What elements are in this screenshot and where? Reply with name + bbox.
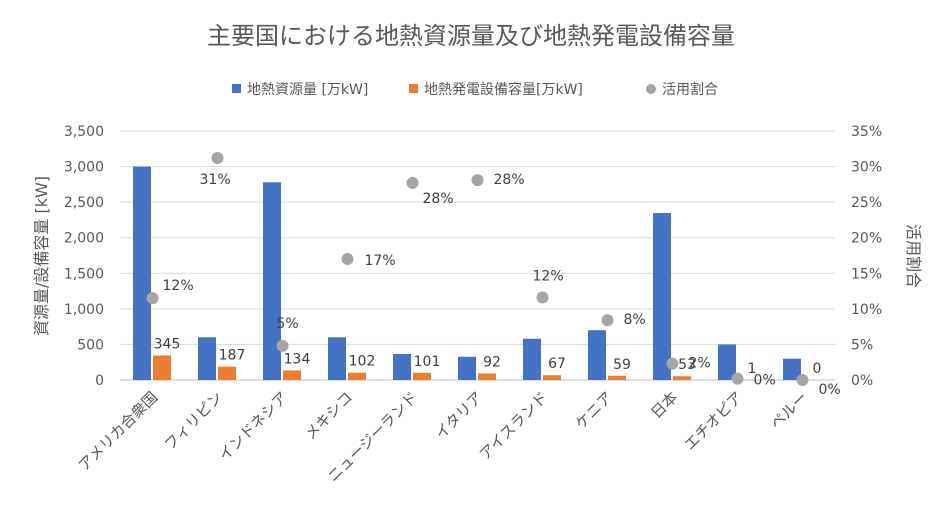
y2-tick-label: 35% bbox=[851, 124, 882, 140]
bar-resource bbox=[133, 166, 151, 380]
bars bbox=[133, 166, 801, 380]
ratio-point bbox=[406, 176, 419, 189]
y2-tick-label: 20% bbox=[851, 231, 882, 247]
ratio-points bbox=[146, 152, 809, 386]
data-labels: 34512%18731%1345%10217%10128%9228%6712%5… bbox=[154, 172, 841, 398]
ratio-point bbox=[146, 292, 159, 305]
category-label: ケニア bbox=[572, 388, 617, 433]
bar-resource bbox=[653, 213, 671, 380]
capacity-data-label: 102 bbox=[349, 354, 376, 370]
bar-resource bbox=[198, 337, 216, 380]
legend-label-ratio: 活用割合 bbox=[662, 81, 718, 98]
y-tick-label: 500 bbox=[77, 337, 104, 353]
y2-tick-label: 25% bbox=[851, 195, 882, 211]
ratio-point bbox=[601, 314, 614, 327]
y-axis-ticks: 0 500 1,000 1,500 2,000 2,500 3,000 3,500 bbox=[64, 124, 104, 389]
y-tick-label: 1,500 bbox=[64, 266, 104, 282]
category-label: イタリア bbox=[432, 388, 487, 443]
y2-tick-label: 30% bbox=[851, 160, 882, 176]
y2-tick-label: 15% bbox=[851, 266, 882, 282]
category-label: フィリピン bbox=[161, 388, 227, 454]
capacity-data-label: 92 bbox=[483, 354, 501, 370]
y2-tick-label: 0% bbox=[851, 373, 873, 389]
ratio-data-label: 31% bbox=[200, 172, 231, 188]
legend-swatch-capacity bbox=[409, 84, 418, 93]
y-axis-title: 資源量/設備容量 [kW] bbox=[32, 176, 51, 336]
bar-resource bbox=[523, 338, 541, 380]
capacity-data-label: 1 bbox=[748, 361, 757, 377]
bar-resource bbox=[588, 330, 606, 380]
ratio-data-label: 12% bbox=[533, 268, 564, 284]
bar-capacity bbox=[283, 370, 301, 380]
ratio-point bbox=[276, 339, 289, 352]
legend-label-resource: 地熱資源量 [万kW] bbox=[247, 82, 368, 98]
y2-tick-label: 10% bbox=[851, 302, 882, 318]
capacity-data-label: 53 bbox=[678, 357, 696, 373]
legend-label-capacity: 地熱発電設備容量[万kW] bbox=[424, 81, 583, 98]
ratio-point bbox=[666, 357, 679, 370]
bar-resource bbox=[718, 344, 736, 380]
category-label: エチオピア bbox=[681, 388, 747, 454]
gridlines bbox=[120, 130, 835, 381]
bar-capacity bbox=[673, 376, 691, 380]
y2-tick-label: 5% bbox=[851, 337, 873, 353]
ratio-point bbox=[471, 174, 484, 187]
y-tick-label: 2,500 bbox=[64, 195, 104, 211]
y2-axis-ticks: 0% 5% 10% 15% 20% 25% 30% 35% bbox=[851, 124, 882, 389]
y-tick-label: 2,000 bbox=[64, 231, 104, 247]
bar-resource bbox=[783, 358, 801, 380]
bar-resource bbox=[328, 337, 346, 380]
chart-title: 主要国における地熱資源量及び地熱発電設備容量 bbox=[207, 22, 735, 50]
legend-swatch-ratio bbox=[646, 84, 656, 94]
bar-capacity bbox=[608, 375, 626, 380]
capacity-data-label: 345 bbox=[154, 336, 181, 352]
y-tick-label: 1,000 bbox=[64, 302, 104, 318]
capacity-data-label: 59 bbox=[613, 357, 631, 373]
category-label: アイスランド bbox=[476, 388, 552, 464]
category-label: メキシコ bbox=[301, 388, 356, 443]
y-tick-label: 3,000 bbox=[64, 160, 104, 176]
bar-capacity bbox=[348, 372, 366, 380]
category-label: インドネシア bbox=[215, 388, 291, 464]
ratio-point bbox=[796, 374, 809, 386]
ratio-point bbox=[731, 372, 744, 385]
legend-swatch-resource bbox=[232, 84, 241, 93]
ratio-point bbox=[211, 152, 224, 165]
legend: 地熱資源量 [万kW] 地熱発電設備容量[万kW] 活用割合 bbox=[232, 81, 718, 98]
ratio-data-label: 28% bbox=[494, 172, 525, 188]
y2-axis-title: 活用割合 bbox=[904, 224, 923, 288]
bar-resource bbox=[263, 182, 281, 380]
bar-resource bbox=[458, 356, 476, 380]
bar-capacity bbox=[478, 373, 496, 380]
bar-capacity bbox=[218, 366, 236, 380]
ratio-data-label: 12% bbox=[163, 278, 194, 294]
ratio-point bbox=[536, 291, 549, 304]
ratio-point bbox=[341, 253, 354, 266]
category-label: ペルー bbox=[767, 388, 812, 433]
ratio-data-label: 2% bbox=[689, 356, 711, 372]
category-label: アメリカ合衆国 bbox=[75, 388, 161, 474]
bar-capacity bbox=[543, 375, 561, 380]
y-tick-label: 3,500 bbox=[64, 124, 104, 140]
bar-capacity bbox=[153, 355, 171, 380]
ratio-data-label: 0% bbox=[819, 382, 841, 398]
ratio-data-label: 28% bbox=[423, 191, 454, 207]
capacity-data-label: 134 bbox=[284, 351, 311, 367]
bar-resource bbox=[393, 354, 411, 380]
ratio-data-label: 8% bbox=[624, 312, 646, 328]
y-tick-label: 0 bbox=[95, 373, 104, 389]
capacity-data-label: 187 bbox=[219, 348, 246, 364]
ratio-data-label: 5% bbox=[277, 316, 299, 332]
capacity-data-label: 0 bbox=[813, 361, 822, 377]
capacity-data-label: 67 bbox=[548, 356, 566, 372]
ratio-data-label: 0% bbox=[754, 373, 776, 389]
capacity-data-label: 101 bbox=[414, 354, 441, 370]
bar-capacity bbox=[413, 372, 431, 380]
category-label: 日本 bbox=[647, 388, 681, 422]
ratio-data-label: 17% bbox=[365, 253, 396, 269]
